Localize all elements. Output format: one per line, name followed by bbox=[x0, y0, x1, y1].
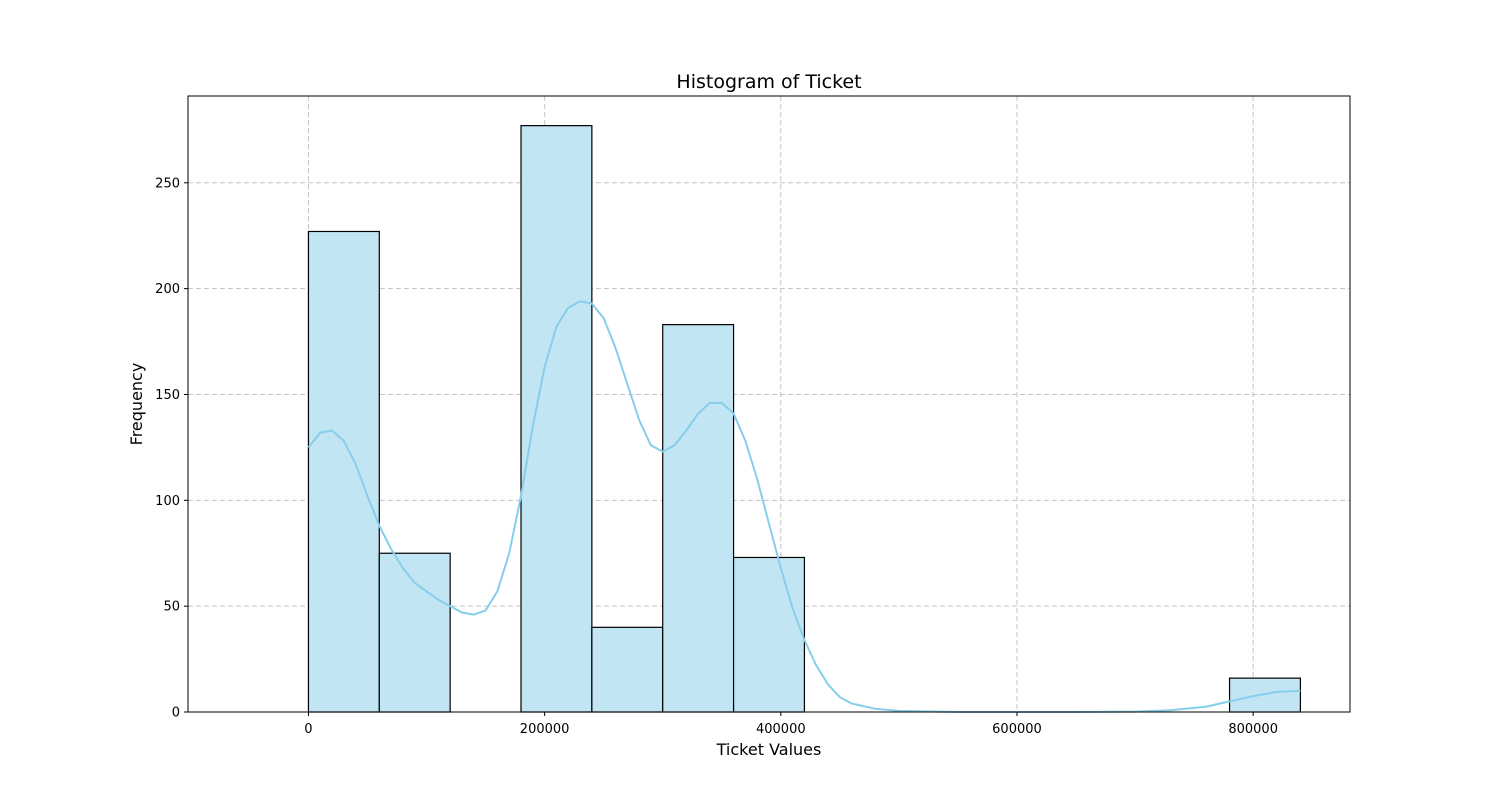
histogram-bars bbox=[307, 125, 1302, 713]
histogram-bar bbox=[662, 324, 735, 713]
chart-title: Histogram of Ticket bbox=[676, 71, 861, 93]
y-axis-label: Frequency bbox=[127, 363, 146, 446]
y-tick-label: 50 bbox=[163, 600, 180, 615]
y-tick-label: 0 bbox=[172, 706, 180, 721]
histogram-bar bbox=[1228, 677, 1302, 713]
y-tick-label: 150 bbox=[155, 388, 180, 403]
histogram-bar bbox=[591, 626, 664, 713]
x-tick-label: 200000 bbox=[520, 722, 570, 737]
histogram-bar bbox=[520, 125, 593, 713]
histogram-bar bbox=[378, 552, 451, 713]
x-tick-label: 600000 bbox=[992, 722, 1042, 737]
x-axis-ticks: 0 200000 400000 600000 800000 bbox=[304, 712, 1278, 737]
x-tick-label: 400000 bbox=[756, 722, 806, 737]
x-tick-label: 0 bbox=[304, 722, 312, 737]
histogram-bar bbox=[307, 230, 380, 713]
x-tick-label: 800000 bbox=[1228, 722, 1278, 737]
histogram-bar bbox=[732, 556, 806, 713]
kde-curve bbox=[307, 300, 1301, 713]
y-axis-ticks: 0 50 100 150 200 250 bbox=[155, 176, 188, 721]
y-tick-label: 250 bbox=[155, 176, 180, 191]
plot-frame bbox=[187, 95, 1351, 713]
y-tick-label: 100 bbox=[155, 494, 180, 509]
x-axis-label: Ticket Values bbox=[716, 740, 822, 759]
y-tick-label: 200 bbox=[155, 282, 180, 297]
